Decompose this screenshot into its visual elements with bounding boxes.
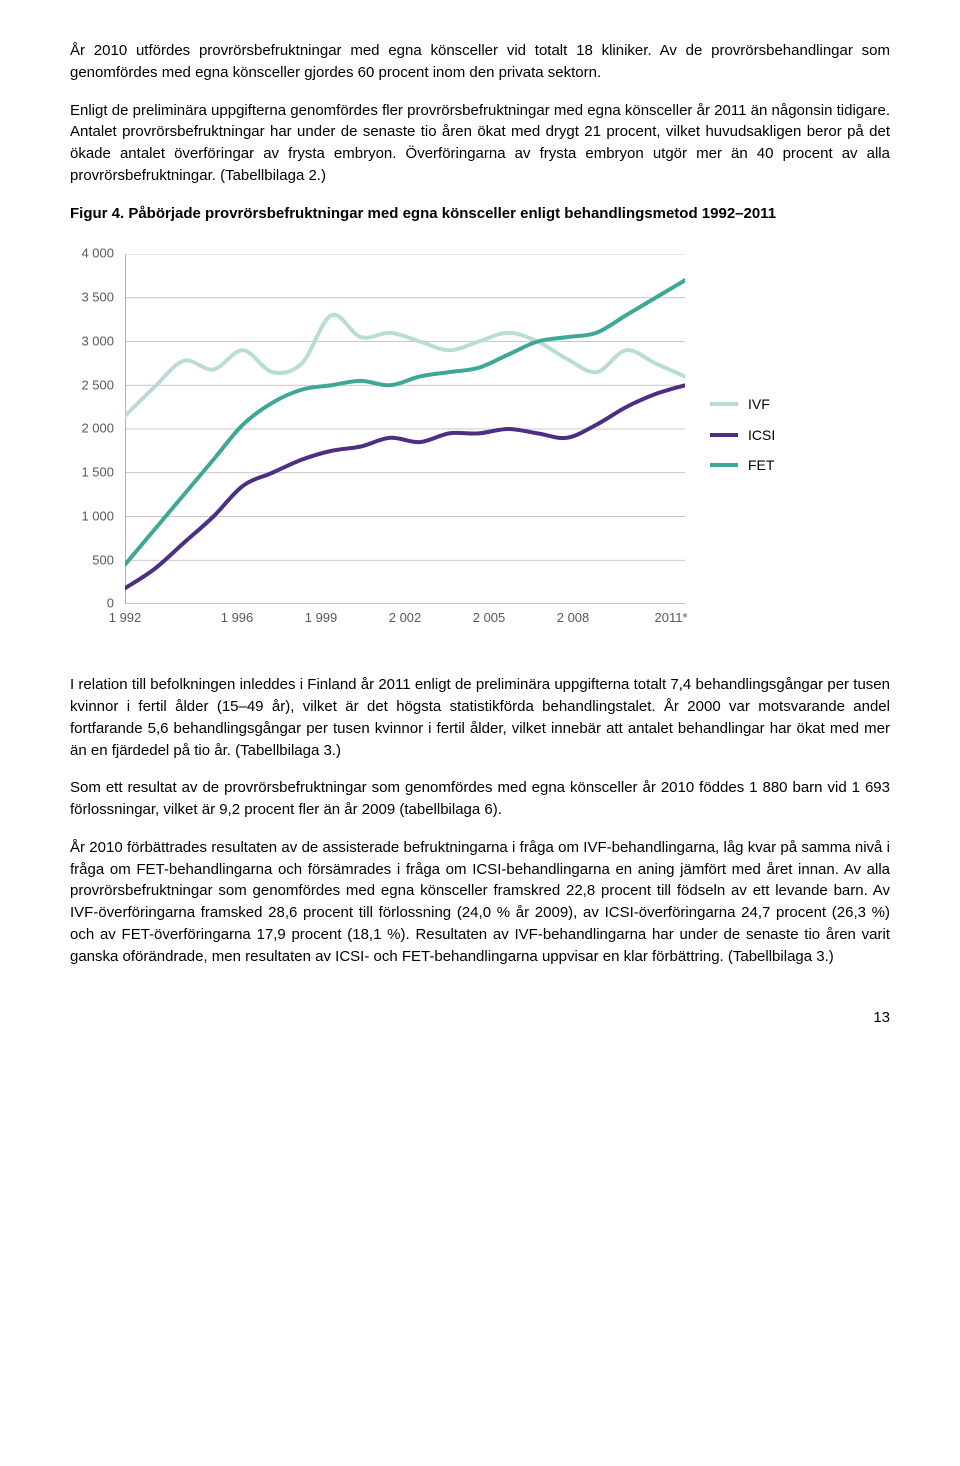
legend-swatch-icsi bbox=[710, 433, 738, 437]
chart-svg bbox=[125, 254, 685, 604]
paragraph-2: Enligt de preliminära uppgifterna genomf… bbox=[70, 100, 890, 187]
legend-label-fet: FET bbox=[748, 455, 774, 475]
paragraph-4: Som ett resultat av de provrörsbefruktni… bbox=[70, 777, 890, 821]
y-tick-label: 2 500 bbox=[81, 376, 114, 395]
y-tick-label: 1 500 bbox=[81, 464, 114, 483]
x-axis: 1 9921 9961 9992 0022 0052 0082011* bbox=[125, 609, 685, 629]
legend-label-icsi: ICSI bbox=[748, 425, 775, 445]
legend-swatch-ivf bbox=[710, 402, 738, 406]
x-tick-label: 1 999 bbox=[305, 609, 338, 628]
y-tick-label: 3 000 bbox=[81, 332, 114, 351]
x-tick-label: 2011* bbox=[654, 609, 687, 628]
y-tick-label: 1 000 bbox=[81, 507, 114, 526]
chart-legend: IVF ICSI FET bbox=[710, 394, 830, 485]
y-tick-label: 500 bbox=[92, 551, 114, 570]
paragraph-5: År 2010 förbättrades resultaten av de as… bbox=[70, 837, 890, 968]
chart-plot-area bbox=[125, 254, 685, 604]
legend-item-fet: FET bbox=[710, 455, 830, 475]
x-tick-label: 1 996 bbox=[221, 609, 254, 628]
legend-item-ivf: IVF bbox=[710, 394, 830, 414]
figure-title: Figur 4. Påbörjade provrörsbefruktningar… bbox=[70, 203, 890, 225]
x-tick-label: 2 002 bbox=[389, 609, 422, 628]
legend-label-ivf: IVF bbox=[748, 394, 770, 414]
y-tick-label: 2 000 bbox=[81, 420, 114, 439]
y-tick-label: 4 000 bbox=[81, 245, 114, 264]
x-tick-label: 1 992 bbox=[109, 609, 142, 628]
y-tick-label: 3 500 bbox=[81, 289, 114, 308]
legend-item-icsi: ICSI bbox=[710, 425, 830, 445]
chart-container: 05001 0001 5002 0002 5003 0003 5004 000 … bbox=[70, 244, 830, 644]
x-tick-label: 2 008 bbox=[557, 609, 590, 628]
paragraph-3: I relation till befolkningen inleddes i … bbox=[70, 674, 890, 761]
paragraph-1: År 2010 utfördes provrörsbefruktningar m… bbox=[70, 40, 890, 84]
page-number: 13 bbox=[70, 1007, 890, 1029]
legend-swatch-fet bbox=[710, 463, 738, 467]
x-tick-label: 2 005 bbox=[473, 609, 506, 628]
y-axis: 05001 0001 5002 0002 5003 0003 5004 000 bbox=[70, 254, 120, 604]
